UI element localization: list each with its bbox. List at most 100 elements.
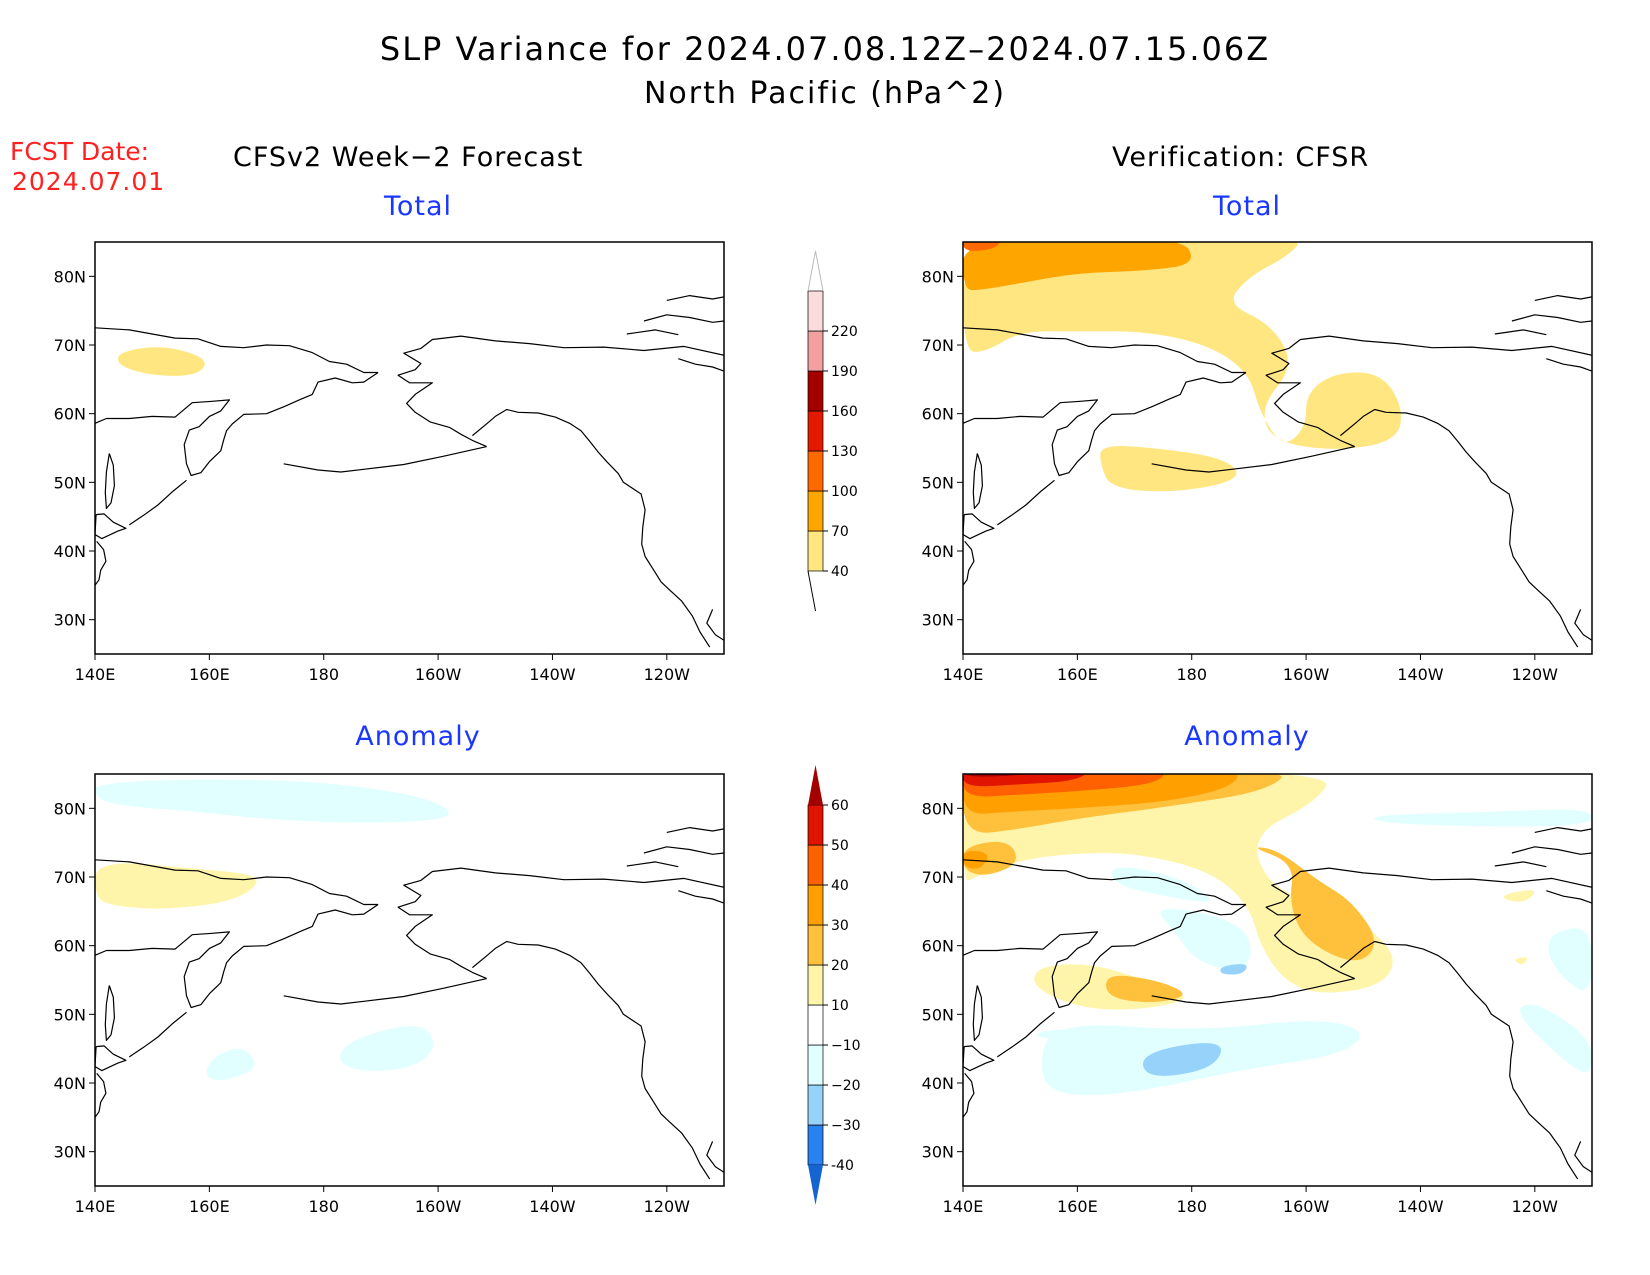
lat-tick-label: 40N [922,542,954,561]
lat-tick-label: 80N [54,267,86,286]
coastline [128,1011,187,1058]
colorbar-label: 20 [831,958,849,974]
verification-total-title: Total [1212,191,1282,222]
coastline [95,513,127,540]
colorbar-label: 40 [831,878,849,894]
coastline [1494,329,1547,336]
verification-total-panel: 80N 70N 60N 50N 40N 30N 140E 160E 180 160W 140W 120… [922,241,1593,684]
lon-tick-label: 120W [1512,1197,1559,1216]
colorbar-high-arrow [807,250,824,292]
coastline [95,372,379,477]
coastline [95,1073,107,1118]
coastline [678,358,724,372]
lon-tick-label: 180 [308,665,339,684]
coastline [397,335,724,448]
shaded-region [1257,847,1375,961]
verification-anomaly-frame [962,773,1593,1187]
coastline [963,904,1247,1009]
lat-tick-label: 40N [54,542,86,561]
lat-tick-label: 80N [54,799,86,818]
verification-column-header: Verification: CFSR [1112,142,1370,173]
forecast-date-value: 2024.07.01 [12,167,166,196]
lat-tick-label: 40N [922,1074,954,1093]
coastline [283,446,487,473]
lon-tick-label: 120W [644,665,691,684]
colorbar-segment [807,964,824,1006]
coastline [1546,358,1592,372]
lat-tick-label: 30N [922,1143,954,1162]
colorbar-segment [807,370,824,412]
lon-tick-label: 180 [1176,665,1207,684]
colorbar-segment [807,450,824,492]
coastline [1265,867,1592,980]
colorbar-label: −10 [831,1038,861,1054]
lon-tick-label: 160W [415,1197,462,1216]
shaded-region [95,779,449,823]
lon-tick-label: 120W [1512,665,1559,684]
coastline [1151,446,1355,473]
colorbar-segment [807,410,824,452]
total-colorbar: 40 70 100 130 160 190 220 [807,250,858,612]
lon-tick-label: 140E [943,1197,984,1216]
verification-total-frame [962,241,1593,655]
lon-tick-label: 160W [415,665,462,684]
lon-tick-label: 140E [75,665,116,684]
forecast-date-label: FCST Date: [10,137,150,166]
verification-anomaly-title: Anomaly [1184,721,1310,752]
colorbar-label: 100 [831,484,858,500]
coastline [996,479,1055,526]
shaded-region [1160,909,1251,970]
coastline [963,327,1246,374]
shaded-region [340,1026,434,1071]
lon-tick-label: 140W [529,1197,576,1216]
colorbar-label: -40 [831,1158,854,1174]
lat-tick-label: 50N [54,473,86,492]
lon-tick-label: 140W [1397,1197,1444,1216]
lat-tick-label: 50N [922,1005,954,1024]
lat-tick-label: 60N [922,937,954,956]
coastline [963,513,995,540]
coastline [963,541,975,586]
lat-tick-label: 50N [54,1005,86,1024]
colorbar-label: 50 [831,838,849,854]
coastline [996,1011,1055,1058]
lon-tick-label: 140E [943,665,984,684]
colorbar-label: 10 [831,998,849,1014]
coastline [95,541,107,586]
lat-tick-label: 70N [54,868,86,887]
colorbar-segment [807,1084,824,1126]
coastline [1340,940,1579,1180]
forecast-anomaly-panel: 80N 70N 60N 50N 40N 30N 140E 160E 180 160W 140W 120… [54,773,725,1216]
lat-tick-label: 30N [54,1143,86,1162]
coastline [972,453,983,509]
coastline [472,408,711,648]
coastline [666,295,724,301]
coastline [706,1141,724,1173]
shaded-region [963,774,1393,993]
colorbar-segment [807,884,824,926]
colorbar-label: 190 [831,364,858,380]
colorbar-segment [807,290,824,332]
coastline [397,867,724,980]
coastline [963,1045,995,1072]
coastline [626,861,679,868]
shaded-region [963,242,1401,449]
coastline [1340,408,1579,648]
coastline [1511,314,1592,323]
shaded-region [1100,446,1237,492]
coastline [643,846,724,855]
coastline [104,453,115,509]
main-title: SLP Variance for 2024.07.08.12Z–2024.07.… [379,30,1271,68]
lat-tick-label: 80N [922,267,954,286]
coastline [963,859,1246,906]
anomaly-colorbar: -40 −30 −20 −10 10 20 30 40 50 60 [807,765,861,1205]
lat-tick-label: 70N [54,336,86,355]
shaded-region [1111,867,1210,902]
coastline [1574,609,1592,641]
coastline [1546,890,1592,904]
shaded-region [117,347,205,376]
colorbar-high-arrow [808,765,823,805]
lon-tick-label: 180 [1176,1197,1207,1216]
colorbar-segment [807,330,824,372]
